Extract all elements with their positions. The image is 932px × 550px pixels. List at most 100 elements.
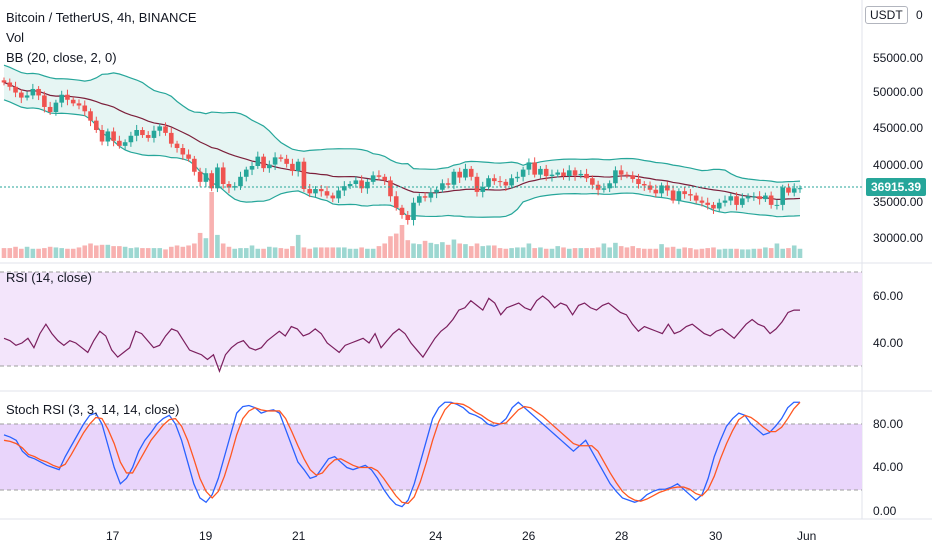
candle-body xyxy=(128,135,134,143)
candle-body xyxy=(134,130,139,136)
candle-body xyxy=(705,202,711,205)
volume-bar xyxy=(365,248,370,258)
volume-bar xyxy=(53,247,59,258)
volume-bar xyxy=(797,248,803,258)
volume-bar xyxy=(134,247,139,258)
volume-bar xyxy=(647,248,653,258)
volume-bar xyxy=(93,245,99,258)
volume-bar xyxy=(157,248,163,258)
candle-body xyxy=(543,168,549,177)
volume-bar xyxy=(88,243,93,258)
volume-bar xyxy=(636,248,641,258)
candle-body xyxy=(174,143,180,148)
volume-legend[interactable]: Vol xyxy=(6,30,25,45)
candle-body xyxy=(734,196,739,205)
currency-unit-button[interactable]: USDT xyxy=(865,6,908,24)
volume-bar xyxy=(526,243,532,258)
candle-body xyxy=(261,156,266,169)
volume-bar xyxy=(578,248,584,258)
candle-body xyxy=(549,174,555,177)
volume-bar xyxy=(486,245,491,258)
rsi-tick: 40.00 xyxy=(873,336,903,350)
candle-body xyxy=(70,99,76,104)
volume-bar xyxy=(630,246,636,258)
candle-body xyxy=(203,173,209,182)
candle-body xyxy=(699,200,705,203)
volume-bar xyxy=(543,248,549,258)
candle-body xyxy=(751,196,757,198)
bollinger-upper-band xyxy=(3,64,801,183)
candle-body xyxy=(145,135,151,138)
price-tick: 30000.00 xyxy=(873,231,923,245)
candle-body xyxy=(180,148,186,155)
candle-body xyxy=(607,183,612,189)
volume-bar xyxy=(728,248,734,258)
volume-bar xyxy=(434,244,439,258)
candle-body xyxy=(36,88,41,96)
stoch-d-line xyxy=(3,401,801,505)
volume-bar xyxy=(440,242,445,258)
candle-body xyxy=(491,178,497,182)
candle-body xyxy=(157,126,163,131)
volume-bar xyxy=(618,246,624,258)
candle-body xyxy=(417,196,422,203)
volume-bar xyxy=(676,248,682,258)
volume-bar xyxy=(641,248,647,258)
volume-bar xyxy=(330,247,336,258)
candle-body xyxy=(763,195,768,200)
volume-bar xyxy=(405,240,411,258)
volume-bar xyxy=(393,233,399,258)
rsi-legend[interactable]: RSI (14, close) xyxy=(6,270,92,285)
volume-bar xyxy=(653,248,659,258)
volume-bar xyxy=(186,245,191,258)
candle-body xyxy=(163,126,168,133)
candle-body xyxy=(509,178,514,186)
candle-body xyxy=(1,80,7,83)
symbol-title[interactable]: Bitcoin / TetherUS, 4h, BINANCE xyxy=(6,10,197,25)
candle-body xyxy=(422,196,428,198)
candle-body xyxy=(376,175,382,177)
bollinger-legend[interactable]: BB (20, close, 2, 0) xyxy=(6,50,117,65)
rsi-tick: 60.00 xyxy=(873,289,903,303)
candle-body xyxy=(526,162,532,170)
stoch-tick: 0.00 xyxy=(873,504,897,518)
candle-body xyxy=(797,188,803,190)
volume-bar xyxy=(693,249,699,258)
candle-body xyxy=(192,158,197,172)
volume-bar xyxy=(590,248,595,258)
candle-body xyxy=(267,164,272,169)
volume-bar xyxy=(197,232,203,258)
volume-bar xyxy=(503,248,509,258)
candle-body xyxy=(440,183,445,190)
volume-bar xyxy=(572,248,578,258)
candle-body xyxy=(105,131,111,142)
candle-body xyxy=(451,171,457,185)
volume-bar xyxy=(359,247,364,258)
volume-bar xyxy=(463,244,468,258)
time-label: 24 xyxy=(429,529,443,543)
volume-bar xyxy=(243,248,249,258)
candle-body xyxy=(595,184,601,190)
candle-body xyxy=(99,130,105,142)
candle-body xyxy=(780,187,785,205)
candle-body xyxy=(243,169,249,177)
volume-bar xyxy=(670,246,676,258)
volume-bar xyxy=(99,244,105,258)
candle-body xyxy=(365,181,370,189)
candle-body xyxy=(93,120,99,130)
candle-body xyxy=(630,175,636,179)
candle-body xyxy=(728,196,734,201)
candle-body xyxy=(590,178,595,185)
stoch-rsi-legend[interactable]: Stoch RSI (3, 3, 14, 14, close) xyxy=(6,402,180,417)
candle-body xyxy=(47,106,53,112)
candle-body xyxy=(532,162,537,175)
volume-bar xyxy=(468,246,474,258)
candle-body xyxy=(307,189,313,194)
volume-bar xyxy=(428,242,434,258)
volume-bar xyxy=(255,248,261,258)
time-label: 17 xyxy=(106,529,120,543)
candle-body xyxy=(618,170,624,175)
volume-bar xyxy=(117,246,122,258)
volume-bar xyxy=(261,248,266,258)
